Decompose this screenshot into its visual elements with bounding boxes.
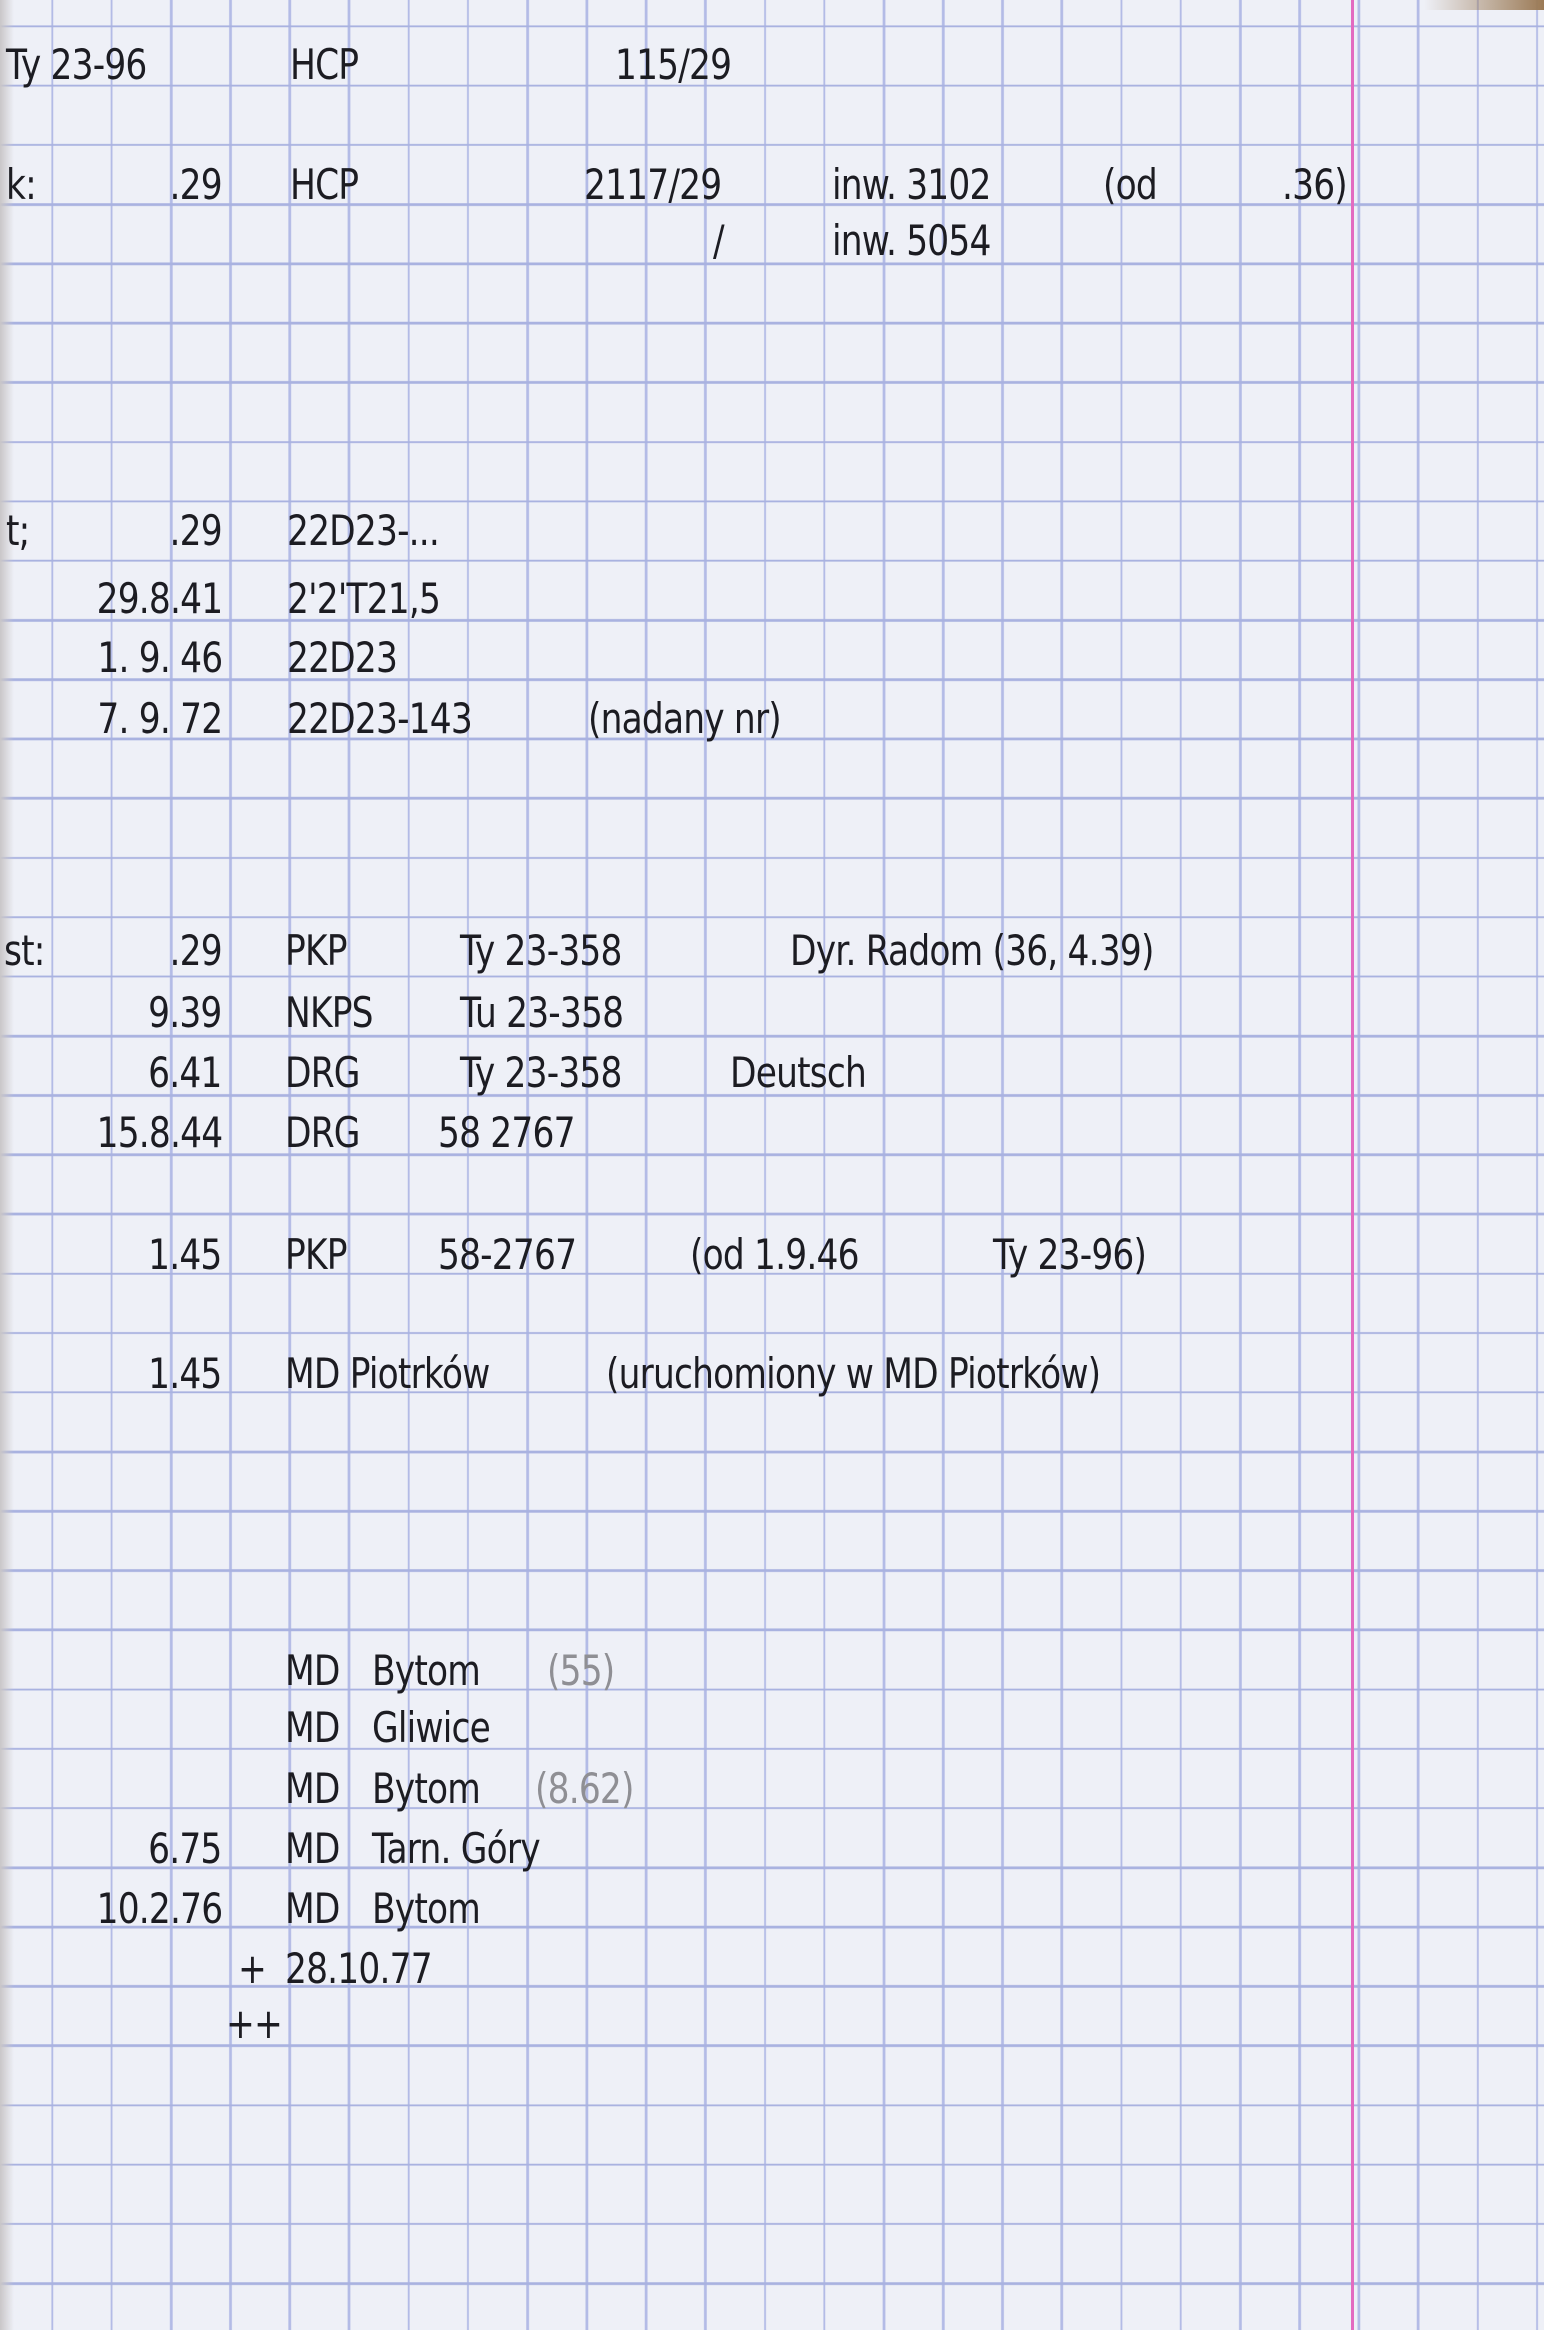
st-date: 6.41 <box>148 1048 223 1097</box>
k-note-open: (od <box>1103 160 1158 209</box>
fab-number: 115/29 <box>615 40 732 89</box>
st-note: (od 1.9.46 <box>690 1230 859 1279</box>
st-owner: PKP <box>285 1230 347 1279</box>
k-slash: / <box>713 216 725 265</box>
depot-md: MD <box>285 1764 340 1813</box>
st-owner: PKP <box>285 926 347 975</box>
st-date: 1.45 <box>148 1349 223 1398</box>
depot-place: Bytom <box>372 1646 481 1695</box>
t-date: .29 <box>169 506 223 555</box>
st-number: Ty 23-358 <box>460 1048 622 1097</box>
section-label-t: t; <box>6 506 30 555</box>
depot-date: 10.2.76 <box>96 1884 223 1933</box>
st-owner: DRG <box>285 1048 361 1097</box>
model-number: Ty 23-96 <box>6 40 147 89</box>
depot-place: Tarn. Góry <box>372 1824 541 1873</box>
depot-md: MD <box>285 1703 340 1752</box>
section-label-k: k: <box>6 160 37 209</box>
depot-pencil-note: (55) <box>547 1646 615 1695</box>
st-date: 9.39 <box>148 988 223 1037</box>
depot-md: MD <box>285 1884 340 1933</box>
t-type: 22D23-143 <box>287 694 473 743</box>
withdrawn-date: 28.10.77 <box>285 1944 433 1993</box>
k-note-year: .36) <box>1282 160 1348 209</box>
st-owner: DRG <box>285 1108 361 1157</box>
t-date: 1. 9. 46 <box>97 633 223 682</box>
binding-shadow <box>0 0 14 2330</box>
st-date: 1.45 <box>148 1230 223 1279</box>
k-maker: HCP <box>290 160 359 209</box>
t-date: 29.8.41 <box>96 574 223 623</box>
st-number: 58 2767 <box>438 1108 576 1157</box>
withdrawn-mark: + <box>238 1944 267 1993</box>
t-date: 7. 9. 72 <box>97 694 223 743</box>
maker: HCP <box>290 40 359 89</box>
st-note: Deutsch <box>730 1048 867 1097</box>
t-type: 2'2'T21,5 <box>287 574 441 623</box>
st-note-2: Ty 23-96) <box>993 1230 1147 1279</box>
section-label-st: st: <box>4 926 45 975</box>
k-date: .29 <box>169 160 223 209</box>
st-number: 58-2767 <box>438 1230 577 1279</box>
t-type: 22D23-... <box>287 506 440 555</box>
st-note: (uruchomiony w MD Piotrków) <box>606 1349 1101 1398</box>
depot-md: MD <box>285 1824 340 1873</box>
k-inventory-1: inw. 3102 <box>832 160 991 209</box>
depot-place: Gliwice <box>372 1703 491 1752</box>
depot-place: Bytom <box>372 1884 481 1933</box>
margin-line <box>1351 0 1354 2330</box>
st-date: .29 <box>169 926 223 975</box>
k-inventory-2: inw. 5054 <box>832 216 991 265</box>
st-date: 15.8.44 <box>96 1108 223 1157</box>
st-number: Tu 23-358 <box>460 988 624 1037</box>
k-fab-number: 2117/29 <box>584 160 722 209</box>
t-note: (nadany nr) <box>588 694 782 743</box>
st-number: Ty 23-358 <box>460 926 622 975</box>
depot-place: Bytom <box>372 1764 481 1813</box>
depot-md: MD <box>285 1646 340 1695</box>
st-note: Dyr. Radom (36, 4.39) <box>790 926 1154 975</box>
page-corner <box>1424 0 1544 10</box>
t-type: 22D23 <box>287 633 398 682</box>
st-owner: NKPS <box>285 988 374 1037</box>
depot-pencil-note: (8.62) <box>535 1764 634 1813</box>
st-owner: MD Piotrków <box>285 1349 490 1398</box>
depot-date: 6.75 <box>148 1824 223 1873</box>
scrapped-mark: ++ <box>226 1999 283 2048</box>
